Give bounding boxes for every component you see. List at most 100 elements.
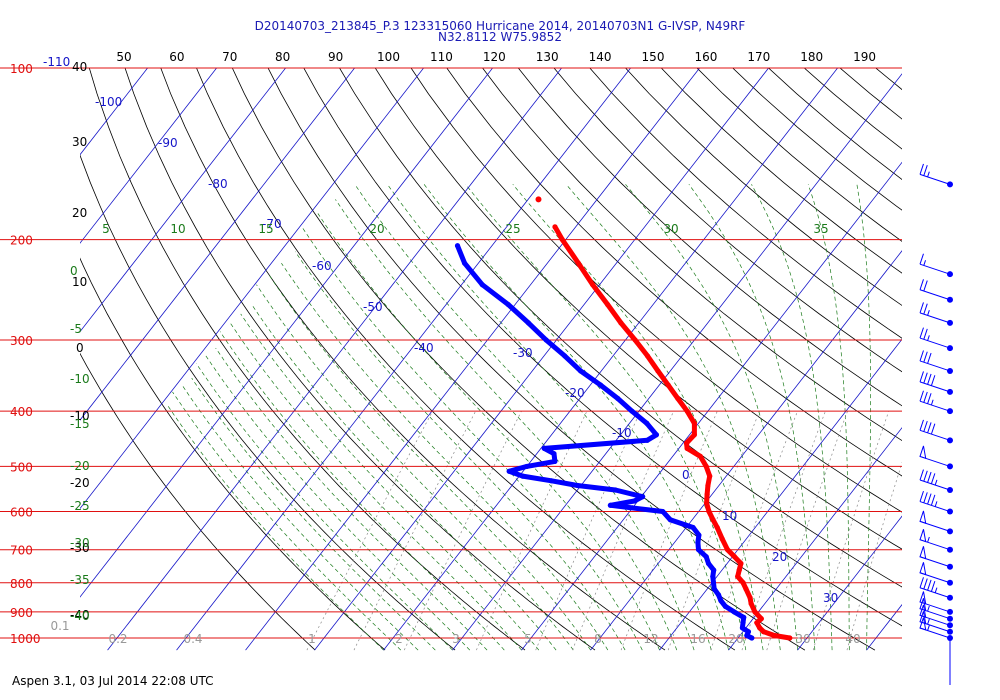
temperature-point [740,580,746,586]
temperature-point [655,368,661,374]
wind-barb-pennant [919,445,927,460]
wind-barb-half-feather [927,171,930,178]
moist-adiabat-line [167,404,384,651]
temperature-point [705,482,711,489]
temperature-point [704,491,710,498]
wind-barb-feather [923,578,928,590]
wind-barb-feather [927,352,932,364]
dry-adiabat-line [839,68,902,120]
wind-barb-feather [919,350,924,362]
moist-adiabat-line [281,263,609,651]
pressure-label: 100 [10,62,33,76]
temperature-point [691,420,697,426]
temperature-point [706,508,712,515]
theta-e-label: 20 [369,222,384,236]
wind-barb [919,546,953,570]
temperature-point [738,560,744,567]
wind-barb-feather [923,328,928,340]
mixing-ratio-line [535,411,641,651]
left-axis-label: 0 [76,341,84,355]
dry-adiabats [80,68,902,651]
wind-barb-half-feather [927,625,930,631]
wind-barb-half-feather [927,618,930,625]
temperature-point [665,382,671,388]
top-axis-label: 160 [694,50,717,64]
isotherm-line [590,250,902,651]
dry-adiabat-line [374,68,902,550]
wind-barb-feather [919,163,924,175]
dewpoint-point [711,586,717,592]
dry-adiabat-line [732,68,902,211]
dewpoint-point [552,458,558,465]
left-axis-label: -40 [70,608,90,622]
wind-barb-pennant [919,591,927,605]
temperature-point [724,547,731,553]
isotherm-label: -90 [158,136,178,150]
wind-barb [919,591,953,615]
temperature-point [743,586,749,592]
wind-barb-pennant [919,598,927,612]
theta-e-left-label: -10 [70,372,90,386]
dry-adiabat-line [88,68,526,651]
dewpoint-point [612,487,618,493]
moist-adiabat-line [215,347,488,651]
dewpoint-point [548,478,555,484]
left-axis-label: -30 [70,541,90,555]
wind-barb-feather [923,492,928,503]
dewpoint-point [740,620,746,626]
left-axis-label: -20 [70,476,90,490]
isotherm-line [314,68,770,651]
moist-adiabat-line [256,284,574,651]
isotherm-line [80,68,494,598]
mixing-ratio-lines [306,411,902,651]
mixing-ratio-label: 30 [795,632,810,646]
wind-barb-half-feather [927,335,930,341]
wind-barb-feather [923,303,928,315]
wind-barb-pennant [919,546,927,560]
wind-barb [919,490,953,515]
wind-barb [919,598,953,622]
dry-adiabat-line [124,68,596,651]
wind-barb [919,279,953,303]
wind-barb-feather [923,351,928,363]
dewpoint-point [711,567,717,573]
dry-adiabat-line [80,257,386,651]
theta-e-label: 30 [663,222,678,236]
mixing-ratio-label: 20 [728,632,743,646]
wind-barb-pennant [919,510,927,525]
dewpoint-point [710,573,716,580]
top-axis-label: 180 [800,50,823,64]
isotherm-line [728,427,902,651]
isotherm-line [521,161,902,651]
moist-adiabats [167,184,871,651]
temperature-point [703,463,709,470]
wind-barb [919,163,953,188]
dewpoint-point [745,629,752,635]
temperature-point [735,573,741,580]
dewpoint-point [454,243,461,249]
temperature-point [758,616,764,622]
top-axis-label: 140 [589,50,612,64]
top-axis-label: 70 [222,50,237,64]
dewpoint-point [629,408,635,414]
wind-barb-feather [919,577,924,588]
mixing-ratio-label: 3 [452,632,460,646]
wind-barb-feather [927,493,932,505]
wind-barb-feather [919,469,924,481]
dewpoint-point [644,437,650,443]
wind-barb-feather [923,470,928,482]
isotherm-line [80,68,356,421]
mixing-ratio-line [710,411,798,651]
wind-barb [919,371,953,395]
dry-adiabat-line [410,68,902,513]
temperature-point [757,625,763,631]
dry-adiabat-line [231,68,806,651]
moist-adiabat-line [751,184,833,651]
dry-adiabat-line [803,68,902,150]
moist-adiabat-line [196,363,453,651]
wind-barb [919,390,953,415]
moist-adiabat-line [191,377,436,651]
dewpoint-point [520,473,526,479]
left-axis-label: 40 [72,60,87,74]
